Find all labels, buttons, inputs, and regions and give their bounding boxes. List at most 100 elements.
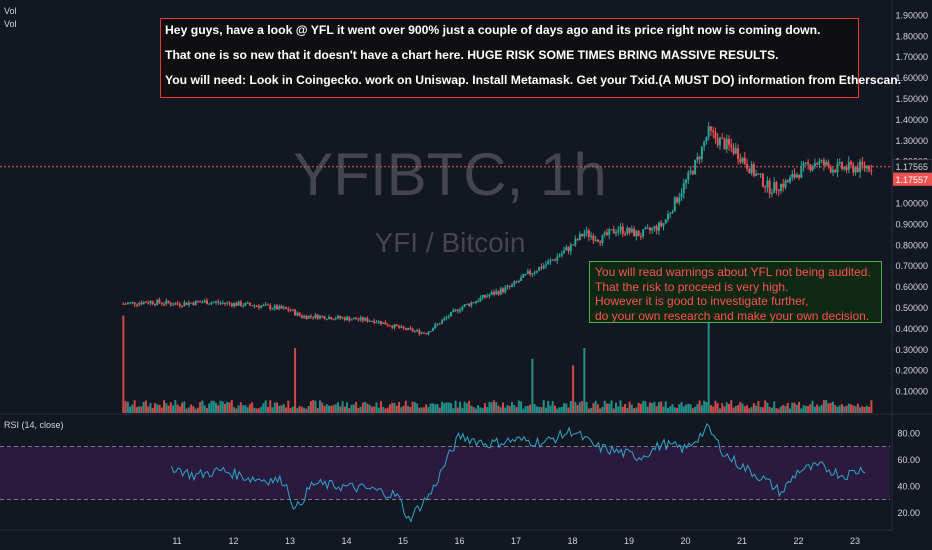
candle-body [226,302,229,304]
candle-body [167,300,170,303]
volume-bar [791,402,794,413]
candle-body [789,177,792,183]
volume-bar [517,400,520,413]
volume-bar [813,406,816,413]
price-tick-label: 0.60000 [895,282,928,292]
candle-body [454,309,457,311]
candle-body [662,223,665,227]
candle-body [407,327,410,330]
candle-body [576,238,579,241]
candle-body [529,271,532,275]
volume-bar [847,403,850,413]
legend-vol-2: Vol [4,19,17,29]
candle-body [201,302,204,304]
volume-bar [666,408,669,413]
candle-body [746,163,749,169]
candle-body [757,173,760,175]
candle-body [303,315,306,318]
price-tick-label: 0.80000 [895,240,928,250]
candle-body [443,318,446,321]
candle-body [585,230,588,234]
volume-bar [526,405,529,413]
volume-bar [664,401,667,413]
top-annotation[interactable]: Hey guys, have a look @ YFL it went over… [160,18,901,98]
candle-body [210,302,213,304]
candle-body [230,303,233,307]
volume-bar [244,405,247,413]
current-price-tag [893,172,932,186]
volume-bar [865,405,868,413]
candle-body [583,233,586,236]
volume-bar [214,402,217,413]
volume-bar [429,403,432,413]
volume-bar [515,407,518,413]
candle-body [642,229,645,237]
candle-body [581,233,584,236]
candle-body [131,302,134,304]
volume-bar [856,403,859,413]
candle-body [235,302,238,306]
volume-bar [644,401,647,413]
candle-body [273,305,276,309]
candle-body [739,158,742,163]
candle-body [474,301,477,303]
volume-bar [140,406,143,413]
volume-bar [775,408,778,413]
volume-bar [364,401,367,413]
candle-body [126,302,129,304]
candle-body [149,301,152,304]
candle-body [603,232,606,235]
candle-body [705,137,708,142]
volume-bar [601,406,604,413]
candle-body [133,302,136,305]
price-tick-label: 1.50000 [895,94,928,104]
candle-body [673,197,676,212]
candle-body [165,300,168,305]
volume-bar [569,401,572,413]
volume-bar [755,405,758,413]
volume-bar [544,407,547,413]
volume-bar [777,408,780,413]
candle-body [621,226,624,234]
candle-body [820,160,823,162]
candle-body [619,226,622,231]
warning-annotation[interactable]: You will read warnings about YFL not bei… [589,261,882,323]
price-tick-label: 1.40000 [895,115,928,125]
candle-body [637,230,640,237]
volume-bar [230,400,233,413]
last-price-label: 1.17565 [895,162,928,172]
time-tick-label: 14 [341,536,351,546]
candle-body [212,302,215,304]
candle-body [413,330,416,332]
volume-bar [181,402,184,413]
candle-body [685,179,688,184]
candle-body [610,229,613,231]
volume-bar [779,406,782,413]
candle-body [834,169,837,173]
volume-bar [619,400,622,413]
volume-bar [190,404,193,413]
volume-bar [841,404,844,413]
candle-body [499,288,502,295]
candle-body [538,267,541,272]
price-tick-label: 0.30000 [895,345,928,355]
volume-bar [459,401,462,413]
volume-bar [330,405,333,413]
candle-body [734,148,737,154]
candle-body [291,309,294,311]
candle-body [615,232,618,234]
candle-body [264,304,267,306]
volume-bar [825,400,828,413]
volume-bar [705,401,708,413]
candle-body [594,239,597,241]
candle-body [592,235,595,241]
candle-body [750,164,753,174]
candle-body [775,182,778,191]
candle-body [289,310,292,312]
candle-body [370,320,373,322]
volume-bar [511,401,514,413]
candle-body [714,132,717,139]
volume-bar [156,404,159,413]
